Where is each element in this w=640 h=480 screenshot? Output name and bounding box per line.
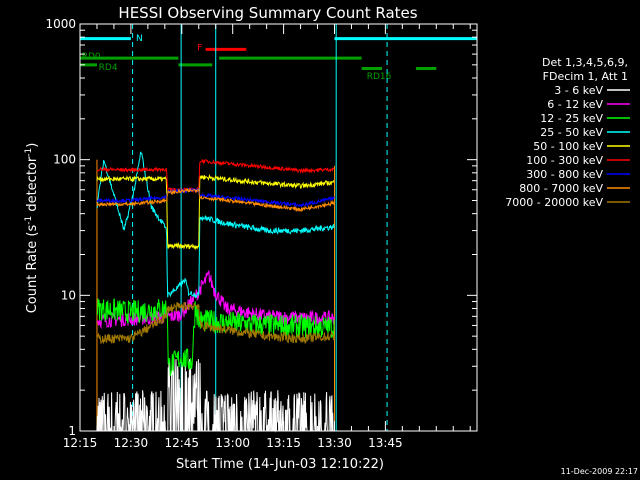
- legend: Det 1,3,4,5,6,9,FDecim 1, Att 13 - 6 keV…: [505, 56, 630, 209]
- x-tick-label: 13:00: [215, 436, 250, 450]
- render-timestamp: 11-Dec-2009 22:17: [561, 467, 638, 476]
- series-line: [96, 158, 335, 194]
- legend-label: 25 - 50 keV: [540, 126, 603, 139]
- y-axis-label: Count Rate (s-1 detector-1): [24, 143, 40, 314]
- x-tick-label: 12:45: [164, 436, 199, 450]
- legend-label: 100 - 300 keV: [526, 154, 603, 167]
- y-tick-label: 100: [53, 153, 76, 167]
- legend-header: FDecim 1, Att 1: [543, 70, 628, 83]
- flag-label: F: [197, 44, 202, 54]
- legend-label: 300 - 800 keV: [526, 168, 603, 181]
- legend-label: 7000 - 20000 keV: [505, 196, 603, 209]
- x-tick-label: 12:15: [63, 436, 98, 450]
- legend-label: 800 - 7000 keV: [519, 182, 603, 195]
- series-line: [96, 187, 335, 209]
- x-tick-label: 13:15: [266, 436, 301, 450]
- series-line: [96, 173, 335, 251]
- flag-label: RD16: [367, 72, 392, 82]
- chart-title: HESSI Observing Summary Count Rates: [118, 4, 417, 22]
- plot-frame: [79, 23, 478, 432]
- flag-label: N: [136, 34, 143, 44]
- flag-label: RD4: [99, 63, 118, 73]
- legend-label: 12 - 25 keV: [540, 112, 603, 125]
- flag-label: RD0: [82, 52, 101, 62]
- y-tick-label: 1000: [45, 17, 76, 31]
- x-tick-label: 12:30: [114, 436, 149, 450]
- series-line: [96, 298, 335, 377]
- x-tick-label: 13:30: [317, 436, 352, 450]
- legend-header: Det 1,3,4,5,6,9,: [542, 56, 628, 69]
- plot-axes: 1 10 100 1000 12:15 12:30 12:45 13:00 13:15 13:30…: [45, 17, 478, 450]
- series-line: [96, 301, 335, 345]
- x-axis-label: Start Time (14-Jun-03 12:10:22): [176, 457, 384, 472]
- state-change-lines: [96, 24, 388, 431]
- series-lines: [96, 151, 335, 433]
- y-tick-label: 10: [61, 288, 76, 302]
- series-line: [96, 187, 335, 213]
- series-line: [96, 151, 335, 299]
- series-line: [96, 270, 335, 330]
- x-tick-label: 13:45: [368, 436, 403, 450]
- legend-label: 6 - 12 keV: [547, 98, 603, 111]
- legend-label: 50 - 100 keV: [533, 140, 603, 153]
- y-tick-label: 1: [68, 424, 76, 438]
- legend-label: 3 - 6 keV: [554, 84, 603, 97]
